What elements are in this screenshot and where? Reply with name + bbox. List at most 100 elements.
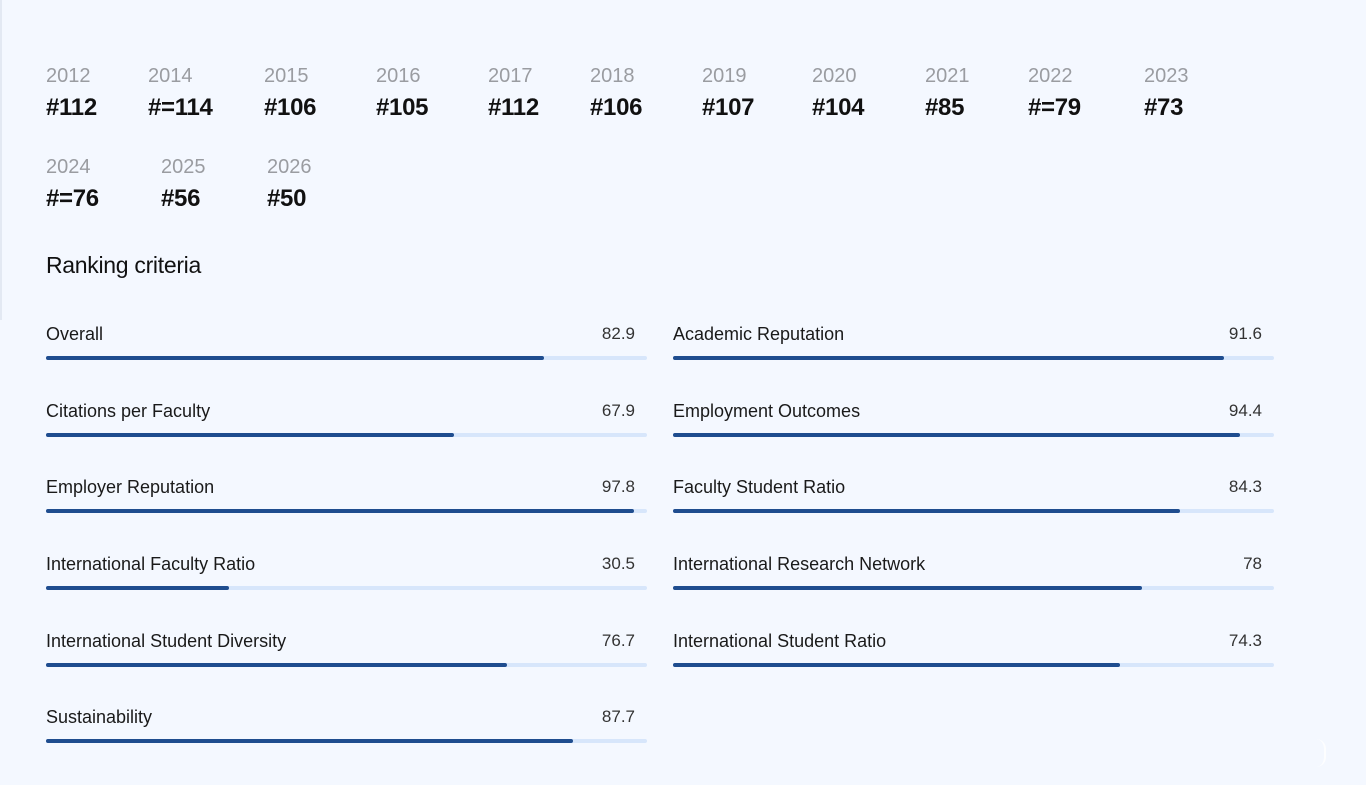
score-bar-fill	[673, 433, 1241, 437]
ranking-history-item: 2017 #112	[488, 64, 539, 123]
criterion-label: Citations per Faculty	[46, 401, 211, 421]
ranking-criteria-title: Ranking criteria	[46, 252, 201, 278]
score-bar-track	[673, 586, 1274, 590]
criterion-employment-outcomes: Employment Outcomes 94.4	[673, 400, 1274, 440]
criterion-international-faculty-ratio: International Faculty Ratio 30.5	[46, 553, 647, 593]
ranking-history-item: 2018 #106	[590, 64, 643, 123]
criterion-sustainability: Sustainability 87.7	[46, 706, 647, 746]
criterion-academic-reputation: Academic Reputation 91.6	[673, 323, 1274, 363]
ranking-year: 2015	[264, 65, 309, 87]
score-bar-track	[673, 663, 1274, 667]
criterion-score: 84.3	[1228, 477, 1262, 496]
ranking-history-item: 2026 #50	[267, 155, 312, 214]
ranking-history-item: 2015 #106	[264, 64, 317, 123]
ranking-position: #=76	[46, 185, 99, 212]
criterion-label: Sustainability	[46, 707, 153, 727]
score-bar-track	[673, 509, 1274, 513]
criterion-international-student-diversity: International Student Diversity 76.7	[46, 630, 647, 670]
ranking-position: #=114	[148, 94, 213, 121]
ranking-year: 2024	[46, 156, 91, 178]
ranking-position: #73	[1144, 94, 1184, 121]
score-bar-fill	[46, 509, 634, 513]
ranking-year: 2016	[376, 65, 421, 87]
criterion-label: Employer Reputation	[46, 477, 215, 497]
score-bar-fill	[46, 663, 507, 667]
ranking-position: #85	[925, 94, 965, 121]
ranking-history-item: 2022 #=79	[1028, 64, 1081, 123]
score-bar-fill	[673, 663, 1120, 667]
ranking-position: #=79	[1028, 94, 1081, 121]
criterion-label: Academic Reputation	[673, 324, 845, 344]
criterion-score: 30.5	[601, 554, 635, 573]
criterion-score: 97.8	[601, 477, 635, 496]
score-bar-fill	[46, 739, 574, 743]
ranking-history-item: 2019 #107	[702, 64, 755, 123]
panel-divider	[0, 0, 2, 320]
ranking-year: 2018	[590, 65, 635, 87]
ranking-position: #107	[702, 94, 755, 121]
criterion-label: Employment Outcomes	[673, 401, 861, 421]
ranking-year: 2020	[812, 65, 857, 87]
criterion-score: 74.3	[1228, 631, 1262, 650]
score-bar-track	[46, 739, 647, 743]
score-bar-fill	[46, 433, 455, 437]
ranking-year: 2017	[488, 65, 533, 87]
ranking-year: 2021	[925, 65, 970, 87]
criterion-label: Faculty Student Ratio	[673, 477, 846, 497]
ranking-position: #105	[376, 94, 429, 121]
criterion-citations-per-faculty: Citations per Faculty 67.9	[46, 400, 647, 440]
criterion-faculty-student-ratio: Faculty Student Ratio 84.3	[673, 476, 1274, 516]
criterion-score: 78	[1243, 554, 1262, 573]
score-bar-track	[673, 433, 1274, 437]
ranking-history-item: 2020 #104	[812, 64, 865, 123]
criterion-score: 94.4	[1228, 401, 1262, 420]
ranking-position: #106	[590, 94, 643, 121]
ranking-position: #106	[264, 94, 317, 121]
ranking-position: #56	[161, 185, 201, 212]
score-bar-fill	[673, 509, 1180, 513]
ranking-history-item: 2024 #=76	[46, 155, 99, 214]
criterion-label: International Faculty Ratio	[46, 554, 256, 574]
ranking-position: #112	[488, 94, 539, 121]
ranking-position: #50	[267, 185, 307, 212]
score-bar-track	[46, 356, 647, 360]
criterion-score: 87.7	[601, 707, 635, 726]
criterion-label: International Research Network	[673, 554, 926, 574]
score-bar-track	[46, 663, 647, 667]
score-bar-track	[46, 586, 647, 590]
score-bar-fill	[46, 356, 545, 360]
ranking-year: 2026	[267, 156, 312, 178]
criterion-international-research-network: International Research Network 78	[673, 553, 1274, 593]
ranking-position: #104	[812, 94, 865, 121]
criterion-label: International Student Ratio	[673, 631, 887, 651]
ranking-year: 2022	[1028, 65, 1073, 87]
scroll-indicator-icon	[1316, 739, 1326, 767]
score-bar-fill	[673, 586, 1142, 590]
criterion-employer-reputation: Employer Reputation 97.8	[46, 476, 647, 516]
score-bar-track	[46, 509, 647, 513]
ranking-year: 2019	[702, 65, 747, 87]
ranking-year: 2012	[46, 65, 91, 87]
criterion-label: International Student Diversity	[46, 631, 287, 651]
ranking-history-item: 2016 #105	[376, 64, 429, 123]
score-bar-track	[673, 356, 1274, 360]
criterion-score: 82.9	[601, 324, 635, 343]
criterion-international-student-ratio: International Student Ratio 74.3	[673, 630, 1274, 670]
ranking-history-item: 2025 #56	[161, 155, 206, 214]
score-bar-track	[46, 433, 647, 437]
score-bar-fill	[46, 586, 230, 590]
criterion-score: 67.9	[601, 401, 635, 420]
ranking-history-item: 2023 #73	[1144, 64, 1189, 123]
ranking-year: 2023	[1144, 65, 1189, 87]
criterion-score: 76.7	[601, 631, 635, 650]
score-bar-fill	[673, 356, 1224, 360]
ranking-year: 2014	[148, 65, 193, 87]
ranking-history-item: 2021 #85	[925, 64, 970, 123]
criterion-score: 91.6	[1228, 324, 1262, 343]
criterion-overall: Overall 82.9	[46, 323, 647, 363]
criterion-label: Overall	[46, 324, 104, 344]
ranking-history-item: 2014 #=114	[148, 64, 213, 123]
ranking-history-item: 2012 #112	[46, 64, 97, 123]
ranking-position: #112	[46, 94, 97, 121]
